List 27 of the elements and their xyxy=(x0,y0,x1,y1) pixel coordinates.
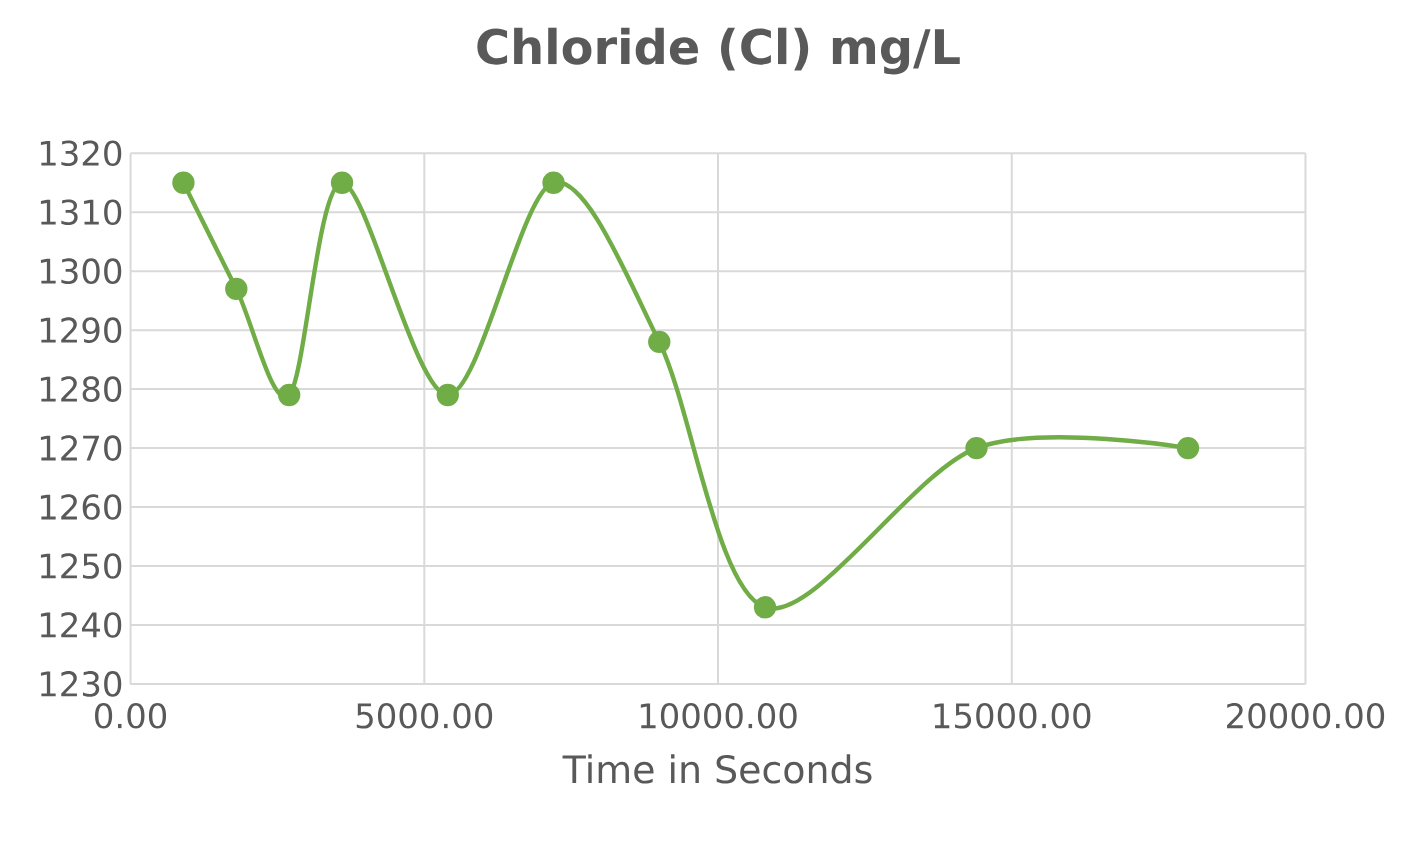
point xyxy=(225,277,248,300)
y-tick-label: 1300 xyxy=(40,258,122,284)
point xyxy=(965,436,988,460)
x-tick-label: 10000.00 xyxy=(640,702,797,729)
x-tick-label: 0.00 xyxy=(95,702,167,729)
y-tick-label: 1320 xyxy=(40,140,122,166)
point xyxy=(172,171,195,194)
x-axis-title: Time in Seconds xyxy=(562,754,872,784)
y-tick-label: 1240 xyxy=(40,612,122,638)
point xyxy=(1176,436,1200,460)
point xyxy=(542,171,565,194)
point xyxy=(278,383,301,407)
y-tick-label: 1290 xyxy=(40,317,122,343)
x-tick-label: 5000.00 xyxy=(356,702,493,729)
y-tick-label: 1270 xyxy=(40,435,122,461)
y-tick-label: 1280 xyxy=(40,376,122,402)
y-tick-label: 1250 xyxy=(40,553,122,579)
chart-title: Chloride (Cl) mg/L xyxy=(477,27,960,75)
point xyxy=(648,330,671,354)
x-tick-label: 15000.00 xyxy=(934,702,1091,729)
y-tick-label: 1310 xyxy=(40,199,122,225)
x-tick-label: 20000.00 xyxy=(1227,702,1385,729)
point xyxy=(436,383,459,407)
point xyxy=(753,596,777,619)
point xyxy=(330,171,354,194)
y-tick-label: 1260 xyxy=(40,494,122,520)
y-tick-label: 1230 xyxy=(40,670,122,697)
